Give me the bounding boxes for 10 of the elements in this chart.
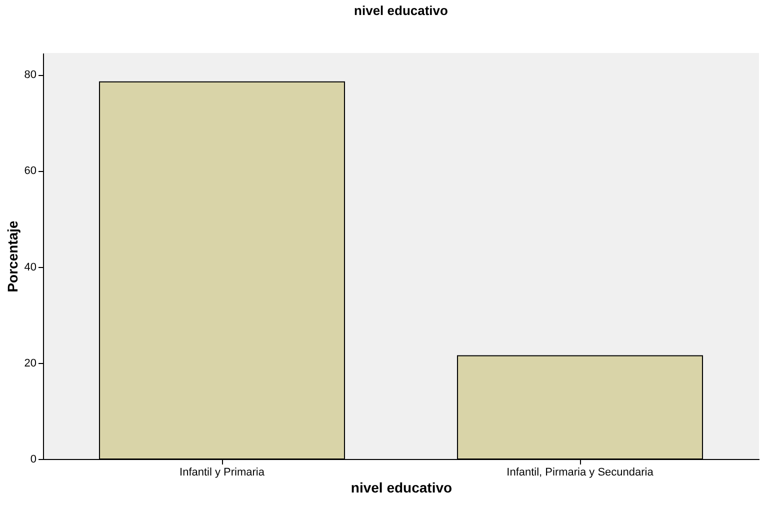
y-tick-label: 0 [30,454,36,466]
chart-title: nivel educativo [354,3,448,18]
y-tick-label: 40 [24,261,36,274]
y-tick-label: 80 [24,69,36,82]
x-axis-title: nivel educativo [350,480,452,496]
y-tick-label: 20 [24,357,36,370]
x-tick-label: Infantil y Primaria [180,466,266,478]
y-tick-label: 60 [24,165,36,178]
y-axis-title: Porcentaje [4,220,20,292]
x-tick-label: Infantil, Pirmaria y Secundaria [506,466,654,478]
